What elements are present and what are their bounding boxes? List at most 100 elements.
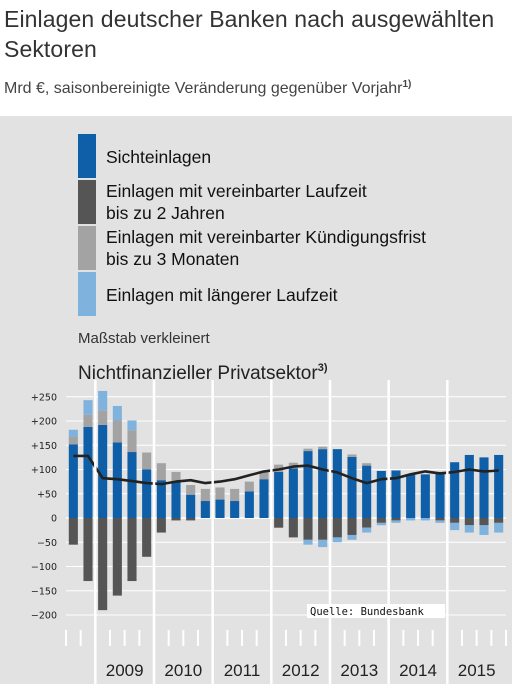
- bar-segment: [318, 518, 328, 540]
- bar-segment: [171, 471, 181, 482]
- legend-swatch: [78, 180, 96, 224]
- bar-segment: [98, 390, 108, 411]
- source-label: Quelle: Bundesbank: [310, 606, 424, 618]
- bar-segment: [332, 449, 342, 518]
- bar-segment: [274, 518, 284, 528]
- bar-segment: [362, 518, 372, 528]
- bar-segment: [68, 437, 78, 445]
- bar-segment: [494, 454, 504, 518]
- grid-lines: [66, 396, 506, 616]
- x-year-label: 2015: [458, 661, 496, 680]
- bar-segment: [259, 471, 269, 480]
- bar-segment: [450, 522, 460, 531]
- bar-segment: [391, 518, 401, 521]
- y-tick-label: +100: [31, 465, 57, 476]
- bar-segment: [171, 481, 181, 518]
- bar-segment: [98, 410, 108, 425]
- bar-segment: [391, 520, 401, 523]
- x-year-label: 2014: [399, 661, 437, 680]
- bar-segment: [127, 430, 137, 453]
- bar-segment: [420, 474, 430, 518]
- bar-segment: [83, 426, 93, 518]
- bar-segment: [318, 449, 328, 518]
- bar-segment: [156, 518, 166, 533]
- bar-segment: [230, 488, 240, 502]
- bar-segment: [230, 501, 240, 518]
- x-year-label: 2010: [164, 661, 202, 680]
- bar-segment: [200, 488, 210, 502]
- x-year-label: 2013: [340, 661, 378, 680]
- bar-segment: [494, 522, 504, 533]
- legend-label: Sichteinlagen: [106, 147, 212, 167]
- bar-segment: [464, 525, 474, 533]
- bar-segment: [68, 429, 78, 438]
- bar-segment: [303, 539, 313, 545]
- bar-segment: [127, 518, 137, 582]
- y-tick-label: −150: [31, 586, 57, 597]
- y-tick-label: +250: [31, 392, 57, 403]
- bar-segment: [156, 480, 166, 518]
- chart-title-text: Nichtfinanzieller Privatsektor: [78, 363, 318, 384]
- chart-subtitle: Mrd €, saisonbereinigte Veränderung gege…: [4, 79, 512, 98]
- bar-segment: [435, 520, 445, 523]
- bar-segment: [376, 522, 386, 526]
- bar-segment: [244, 491, 254, 518]
- bar-segment: [274, 471, 284, 518]
- bar-segment: [112, 518, 122, 596]
- legend-swatch: [78, 226, 96, 270]
- bar-segment: [288, 518, 298, 538]
- x-year-label: 2012: [282, 661, 320, 680]
- bar-segment: [303, 518, 313, 540]
- chart-title-footnote: 3): [317, 362, 328, 374]
- bar-segment: [435, 471, 445, 518]
- bar-segment: [376, 518, 386, 523]
- subtitle-text: Mrd €, saisonbereinigte Veränderung gege…: [4, 80, 403, 97]
- bar-segment: [112, 405, 122, 421]
- bar-segment: [318, 446, 328, 450]
- bar-segment: [142, 452, 152, 470]
- y-tick-label: +150: [31, 441, 57, 452]
- bar-segment: [127, 452, 137, 518]
- y-tick-label: −200: [31, 611, 57, 622]
- bar-segment: [406, 518, 416, 521]
- bar-segment: [420, 518, 430, 521]
- y-tick-label: −50: [37, 538, 57, 549]
- y-axis: +250 +200 +150 +100 +50 0 −50 −100 −150 −200: [31, 392, 57, 621]
- y-tick-label: −100: [31, 562, 57, 573]
- bar-segment: [303, 448, 313, 452]
- source-background: [307, 604, 445, 618]
- bar-segment: [479, 457, 489, 518]
- bar-segment: [479, 525, 489, 535]
- bar-segment: [406, 474, 416, 518]
- legend-label: Einlagen mit vereinbarter Laufzeit bis z…: [106, 181, 367, 223]
- bar-segment: [347, 534, 357, 540]
- bar-segment: [83, 400, 93, 415]
- bar-segment: [479, 518, 489, 526]
- bar-segment: [362, 465, 372, 518]
- bar-segment: [83, 518, 93, 582]
- bar-segment: [376, 470, 386, 518]
- bar-segment: [464, 518, 474, 526]
- header: Einlagen deutscher Banken nach ausgewähl…: [0, 0, 512, 116]
- legend-label: Einlagen mit längerer Laufzeit: [106, 285, 338, 305]
- bar-segment: [98, 424, 108, 518]
- scale-note: Maßstab verkleinert: [78, 330, 210, 347]
- bar-segment: [98, 518, 108, 611]
- bar-segment: [303, 451, 313, 518]
- legend-label: Einlagen mit vereinbarter Kündigungsfris…: [106, 227, 427, 269]
- bar-segment: [156, 463, 166, 481]
- bar-segment: [215, 499, 225, 518]
- y-tick-label: 0: [51, 514, 57, 525]
- x-axis: 2009 2010 2011 2012 2013 2014 2015: [65, 380, 507, 684]
- bar-segment: [244, 481, 254, 492]
- bar-segment: [171, 518, 181, 521]
- bar-segment: [112, 420, 122, 443]
- bar-segment: [83, 414, 93, 427]
- legend-swatch: [78, 134, 96, 178]
- bar-segment: [215, 487, 225, 500]
- legend-swatch: [78, 272, 96, 316]
- total-line: [73, 454, 499, 486]
- bar-segment: [127, 420, 137, 431]
- y-tick-label: +200: [31, 417, 57, 428]
- x-year-label: 2009: [106, 661, 144, 680]
